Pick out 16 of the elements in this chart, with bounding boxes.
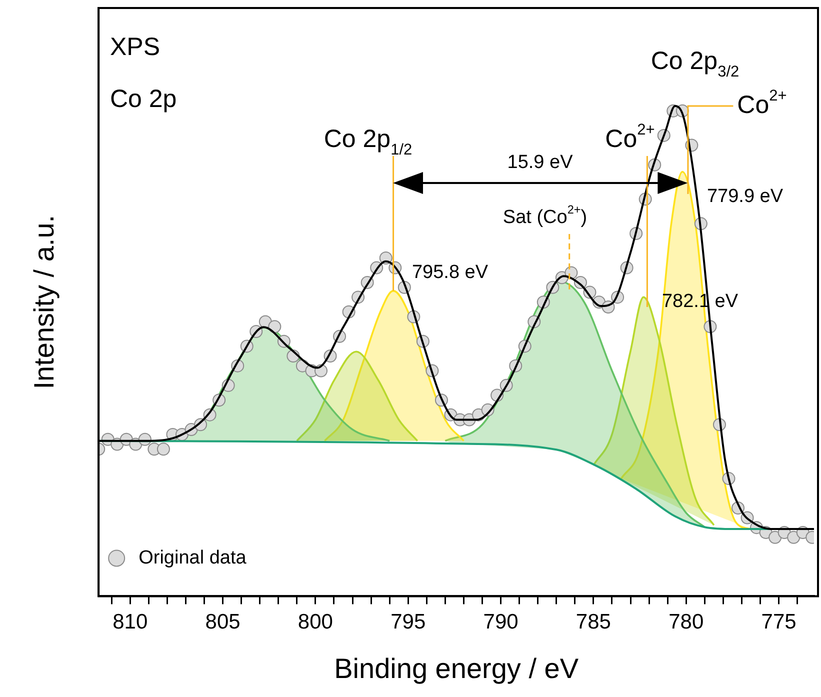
annotation: 795.8 eV xyxy=(412,262,488,284)
annotation: Co 2p xyxy=(110,84,177,113)
x-tick-label: 805 xyxy=(205,610,240,634)
x-tick-label: 800 xyxy=(298,610,333,634)
x-axis-title: Binding energy / eV xyxy=(334,652,579,684)
y-axis-title: Intensity / a.u. xyxy=(28,214,60,390)
x-tick-label: 810 xyxy=(112,610,148,634)
x-tick-label: 780 xyxy=(668,610,704,634)
x-tick-label: 775 xyxy=(761,610,796,634)
annotation: 15.9 eV xyxy=(507,152,574,174)
x-tick-label: 795 xyxy=(390,610,426,634)
legend-label: Original data xyxy=(138,547,247,568)
annotation: 779.9 eV xyxy=(706,186,784,208)
x-tick-label: 785 xyxy=(576,610,611,634)
text: XPS xyxy=(110,32,160,61)
x-tick-label: 790 xyxy=(483,610,518,634)
